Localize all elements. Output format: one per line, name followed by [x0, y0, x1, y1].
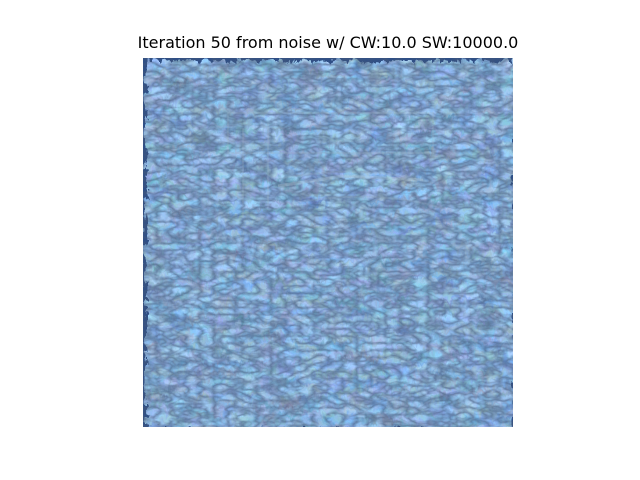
- figure-title: Iteration 50 from noise w/ CW:10.0 SW:10…: [137, 33, 519, 52]
- generated-image: [143, 58, 513, 427]
- noise-texture-image: [143, 58, 513, 427]
